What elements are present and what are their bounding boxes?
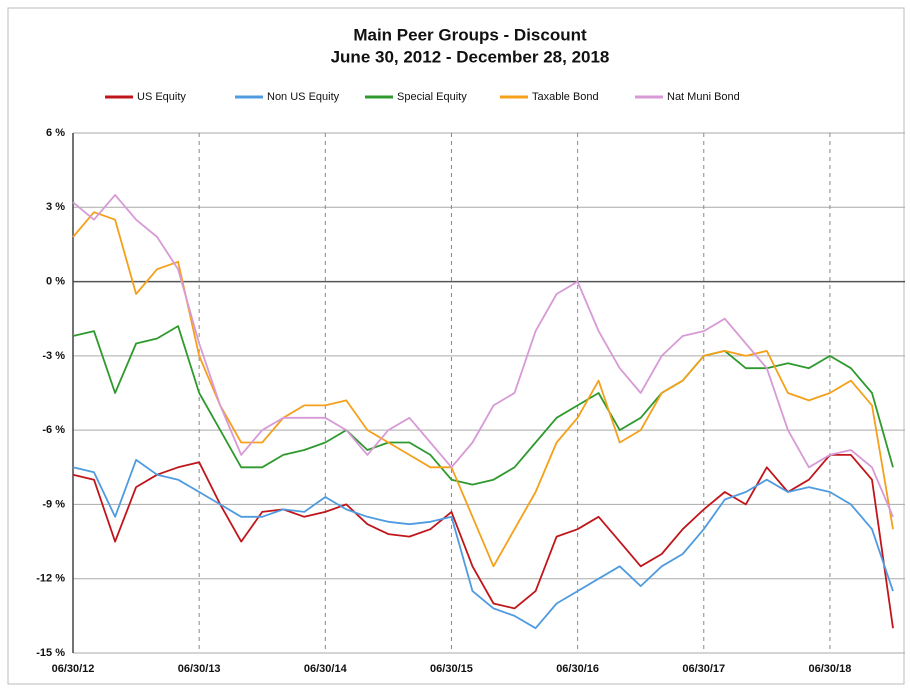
series-line [72, 459, 894, 630]
chart-subtitle: June 30, 2012 - December 28, 2018 [331, 47, 610, 66]
x-tick-label: 06/30/13 [178, 663, 221, 675]
x-tick-label: 06/30/12 [52, 663, 95, 675]
x-tick-label: 06/30/17 [682, 663, 725, 675]
y-tick-label: 3 % [46, 201, 65, 213]
x-tick-label: 06/30/14 [304, 663, 348, 675]
series-line [72, 325, 894, 486]
y-tick-label: 0 % [46, 275, 65, 287]
y-tick-label: -15 % [36, 647, 65, 659]
legend-label: Non US Equity [267, 91, 340, 103]
legend-label: US Equity [137, 91, 186, 103]
series-line [72, 194, 894, 518]
x-tick-label: 06/30/18 [809, 663, 852, 675]
x-tick-label: 06/30/16 [556, 663, 599, 675]
legend-label: Special Equity [397, 91, 467, 103]
y-tick-label: 6 % [46, 127, 65, 139]
y-tick-label: -12 % [36, 573, 65, 585]
x-tick-label: 06/30/15 [430, 663, 473, 675]
y-tick-label: -3 % [42, 350, 65, 362]
legend-label: Nat Muni Bond [667, 91, 740, 103]
legend-label: Taxable Bond [532, 91, 599, 103]
chart-border [7, 7, 905, 685]
series-line [72, 211, 894, 568]
chart-title: Main Peer Groups - Discount [353, 25, 587, 44]
y-tick-label: -6 % [42, 424, 65, 436]
y-tick-label: -9 % [42, 498, 65, 510]
